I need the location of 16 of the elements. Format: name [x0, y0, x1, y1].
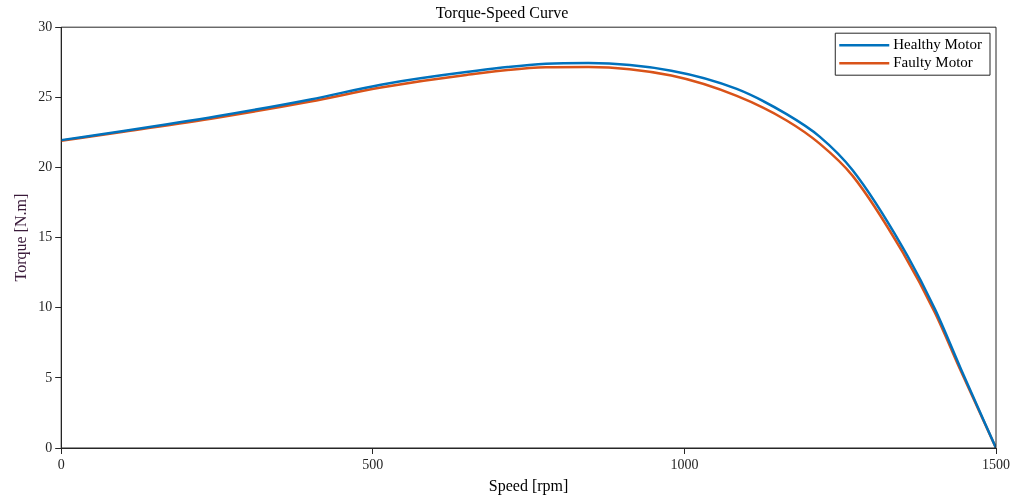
y-tick-label: 5	[45, 369, 53, 385]
y-tick-label: 0	[45, 439, 53, 455]
y-tick-label: 30	[38, 18, 53, 34]
y-axis-title: Torque [N.m]	[11, 193, 30, 282]
x-tick-label: 1500	[982, 457, 1010, 473]
x-tick-label: 500	[362, 457, 384, 473]
x-axis-title: Speed [rpm]	[488, 476, 569, 495]
y-tick-label: 20	[38, 159, 53, 175]
x-tick-label: 0	[57, 457, 65, 473]
y-tick-label: 15	[38, 229, 53, 245]
legend-label: Healthy Motor	[893, 36, 982, 53]
legend-label: Faulty Motor	[893, 54, 973, 71]
x-tick-label: 1000	[670, 457, 699, 473]
chart-title: Torque-Speed Curve	[435, 3, 569, 22]
y-tick-label: 10	[38, 299, 53, 315]
y-tick-label: 25	[38, 89, 53, 105]
